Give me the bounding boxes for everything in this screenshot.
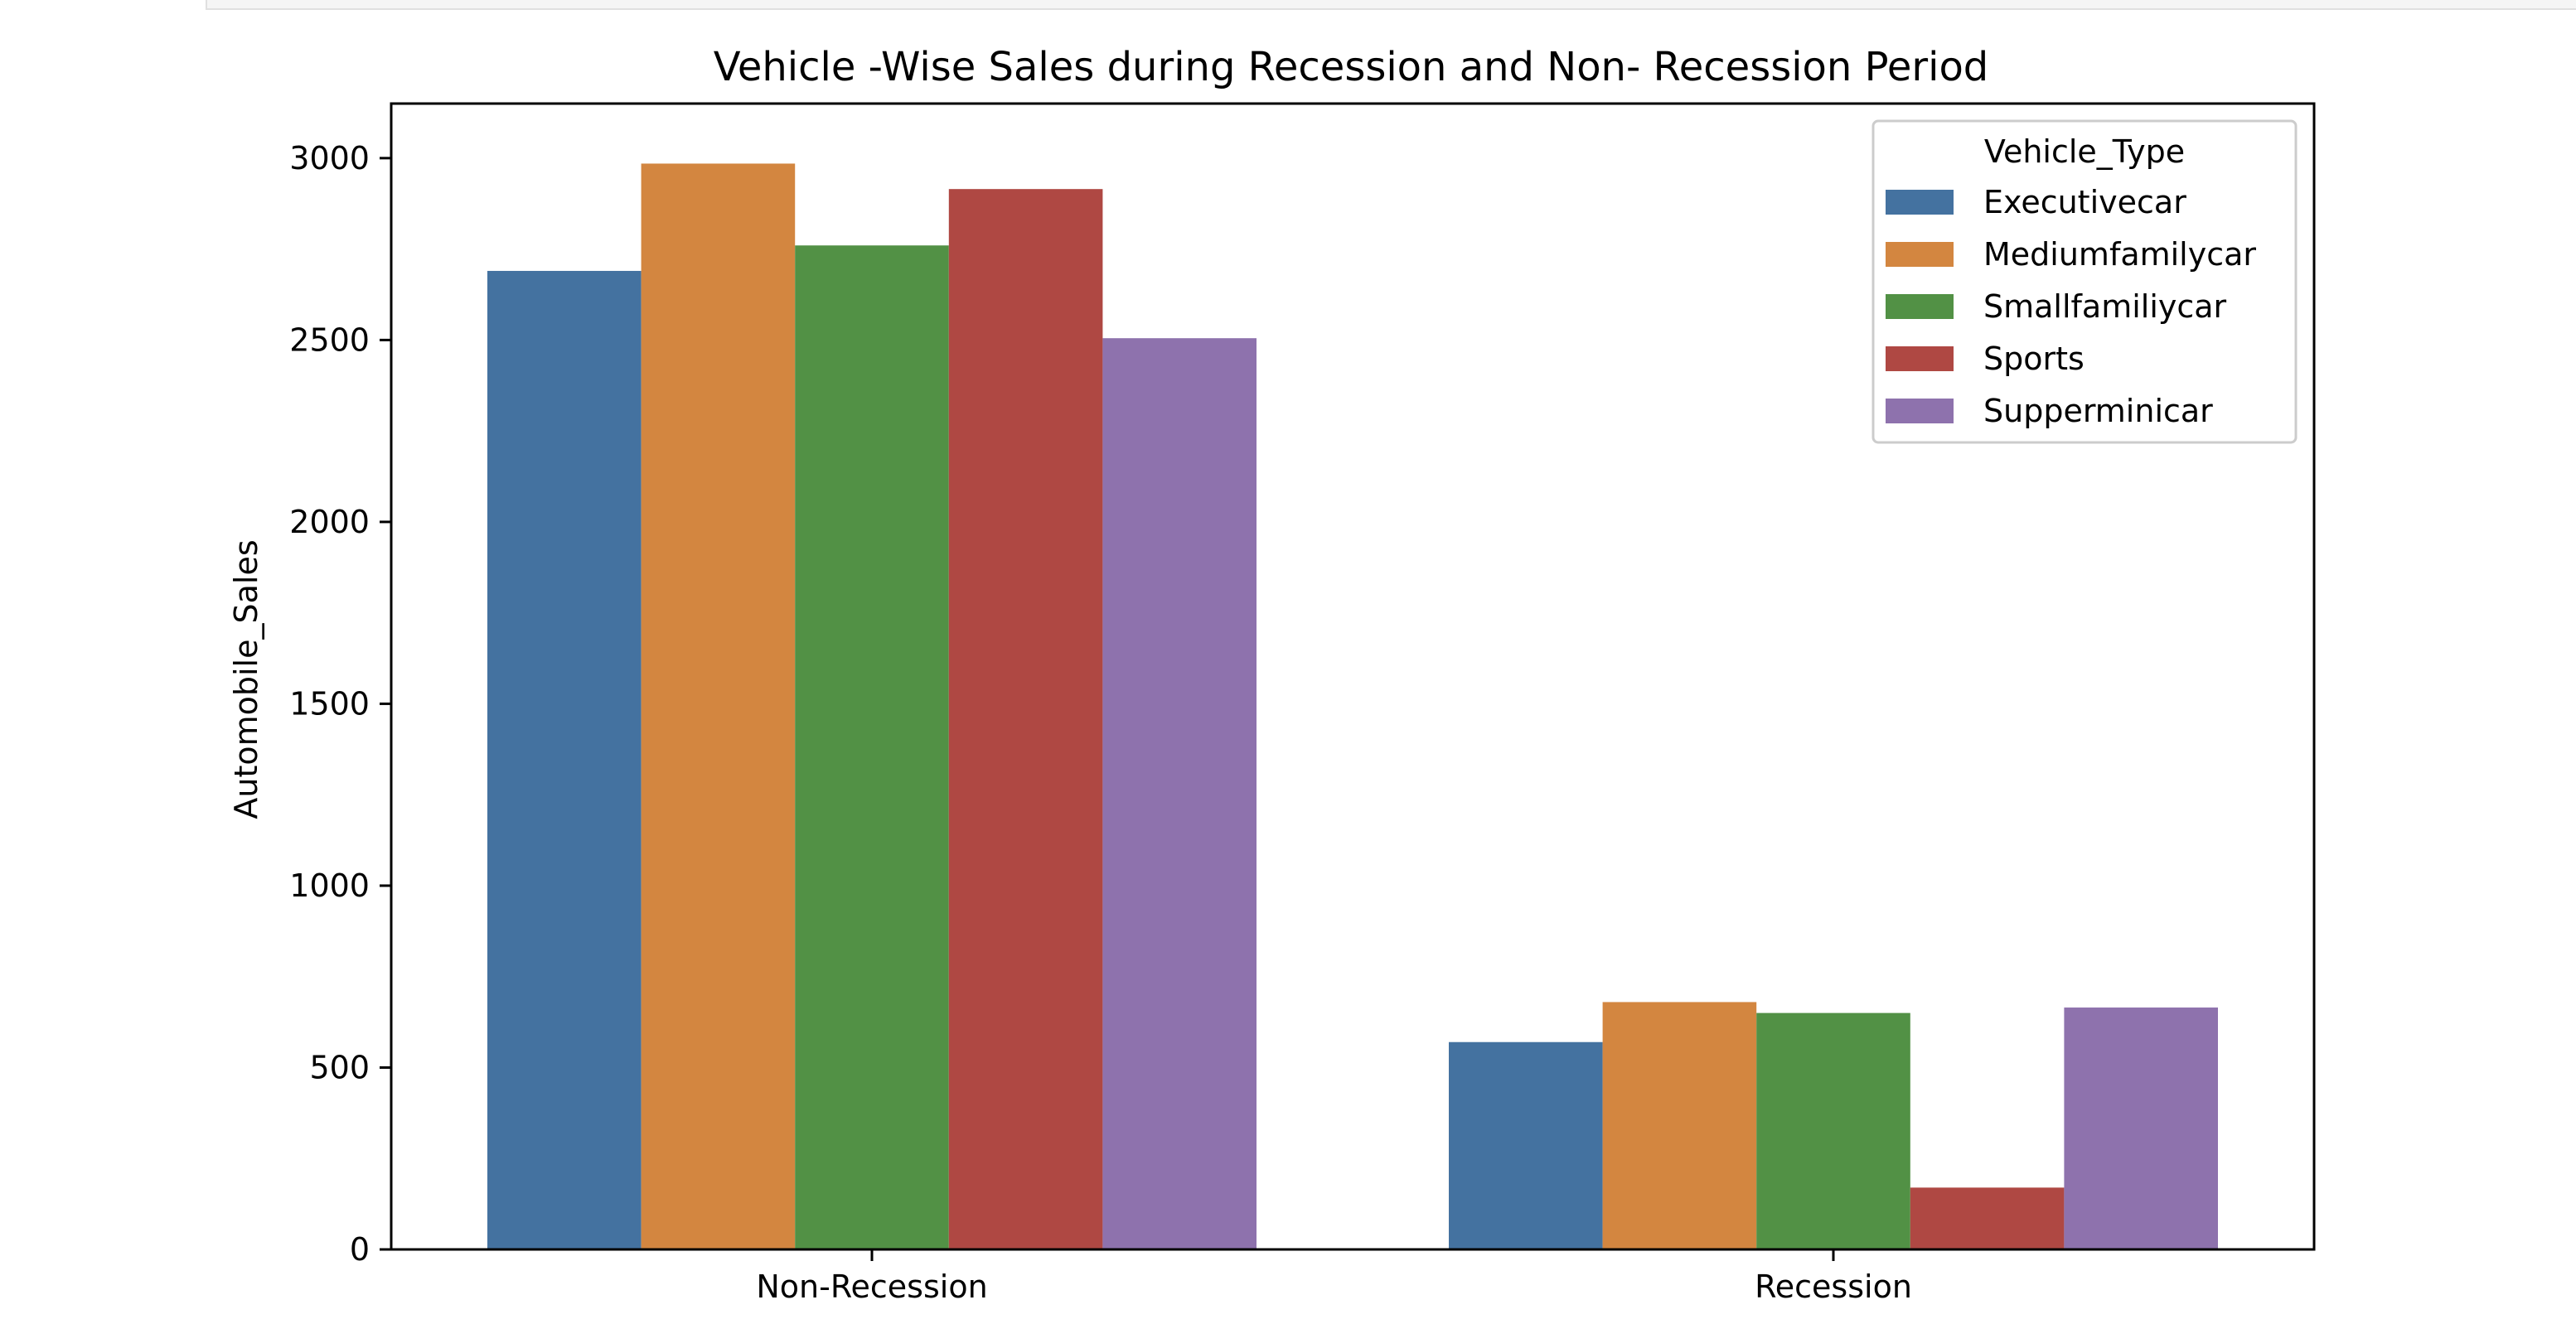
legend-label: Smallfamiliycar xyxy=(1983,288,2227,325)
bar-mediumfamilycar-non-recession xyxy=(641,163,796,1249)
x-ticks-group: Non-Recession Recession xyxy=(756,1249,1912,1305)
legend-swatch xyxy=(1886,190,1954,215)
legend-swatch xyxy=(1886,294,1954,319)
notebook-cell-border xyxy=(206,0,2576,10)
bar-smallfamiliycar-non-recession xyxy=(795,245,949,1250)
legend-swatch xyxy=(1886,242,1954,267)
bar-executivecar-recession xyxy=(1449,1041,1603,1249)
bar-sports-recession xyxy=(1910,1187,2065,1249)
bar-supperminicar-non-recession xyxy=(1102,338,1257,1250)
bar-smallfamiliycar-recession xyxy=(1756,1012,1910,1249)
y-tick-label: 500 xyxy=(309,1049,370,1085)
legend-swatch xyxy=(1886,346,1954,371)
legend-swatch xyxy=(1886,399,1954,423)
y-axis-label: Automobile_Sales xyxy=(228,539,264,819)
x-tick-label: Non-Recession xyxy=(756,1268,987,1305)
legend-title: Vehicle_Type xyxy=(1984,133,2185,170)
legend-label: Executivecar xyxy=(1983,184,2186,220)
bars-group xyxy=(487,163,2218,1250)
legend: Vehicle_Type Executivecar Mediumfamilycar… xyxy=(1871,119,2298,444)
plot-frame xyxy=(390,102,2316,1251)
y-tick-label: 0 xyxy=(350,1231,370,1268)
bar-mediumfamilycar-recession xyxy=(1602,1002,1757,1249)
y-ticks-group: 0 500 1000 1500 2000 2500 3000 xyxy=(289,140,391,1268)
legend-label: Supperminicar xyxy=(1983,393,2213,429)
bar-executivecar-non-recession xyxy=(487,270,642,1249)
y-tick-label: 1000 xyxy=(289,867,370,904)
y-tick-label: 2000 xyxy=(289,504,370,540)
bar-sports-non-recession xyxy=(948,189,1103,1250)
chart-title: Vehicle -Wise Sales during Recession and… xyxy=(714,44,1989,90)
legend-box xyxy=(1871,119,2298,444)
y-tick-label: 1500 xyxy=(289,685,370,722)
legend-label: Sports xyxy=(1983,341,2085,377)
y-tick-label: 2500 xyxy=(289,321,370,358)
bar-supperminicar-recession xyxy=(2064,1007,2218,1249)
y-tick-label: 3000 xyxy=(289,140,370,176)
legend-items: Executivecar Mediumfamilycar Smallfamiliyc… xyxy=(1886,184,2256,429)
legend-label: Mediumfamilycar xyxy=(1983,236,2256,273)
x-tick-label: Recession xyxy=(1755,1268,1912,1305)
